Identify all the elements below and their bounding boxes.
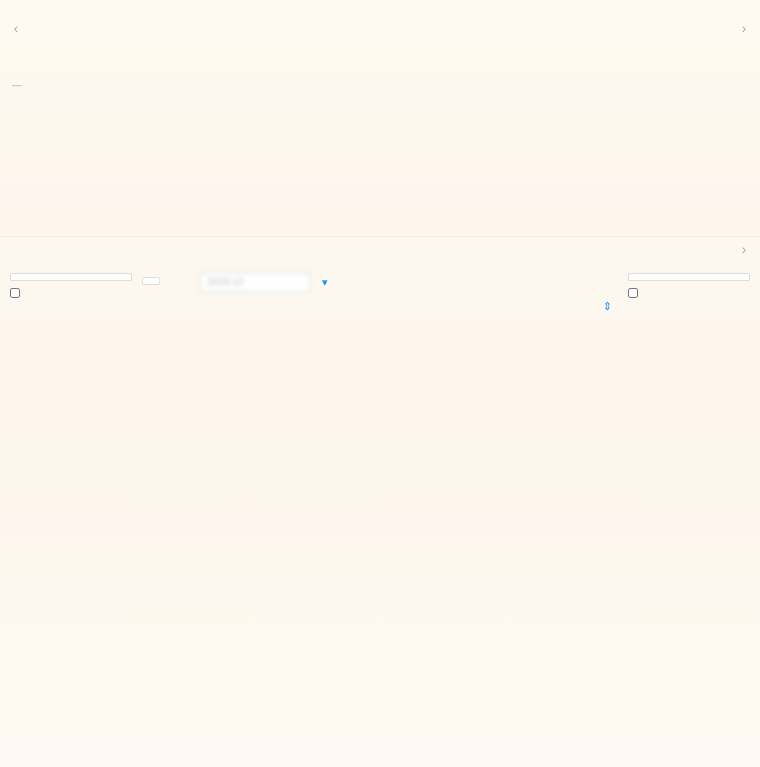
line-chart	[12, 98, 748, 228]
search-input[interactable]	[10, 273, 132, 281]
pill-sub[interactable]	[142, 277, 160, 285]
tabs-top: ‹ ›	[0, 16, 760, 40]
checkbox-all[interactable]	[628, 285, 750, 301]
chevron-right-icon[interactable]: ›	[736, 241, 752, 257]
product-filter	[10, 267, 132, 313]
paytime-dropdown[interactable]: 2023-12	[200, 273, 310, 292]
checkbox-all[interactable]	[10, 285, 132, 301]
page-title	[0, 0, 760, 16]
scroll-indicator[interactable]: ⇕	[142, 300, 618, 313]
store-filter	[628, 267, 750, 313]
chevron-down-icon[interactable]: ▾	[322, 276, 328, 289]
search-input[interactable]	[628, 273, 750, 281]
chart-legend: —	[12, 80, 748, 90]
tabs-bottom: ›	[0, 237, 760, 261]
chevron-left-icon[interactable]: ‹	[8, 20, 24, 36]
chevron-right-icon[interactable]: ›	[736, 20, 752, 36]
